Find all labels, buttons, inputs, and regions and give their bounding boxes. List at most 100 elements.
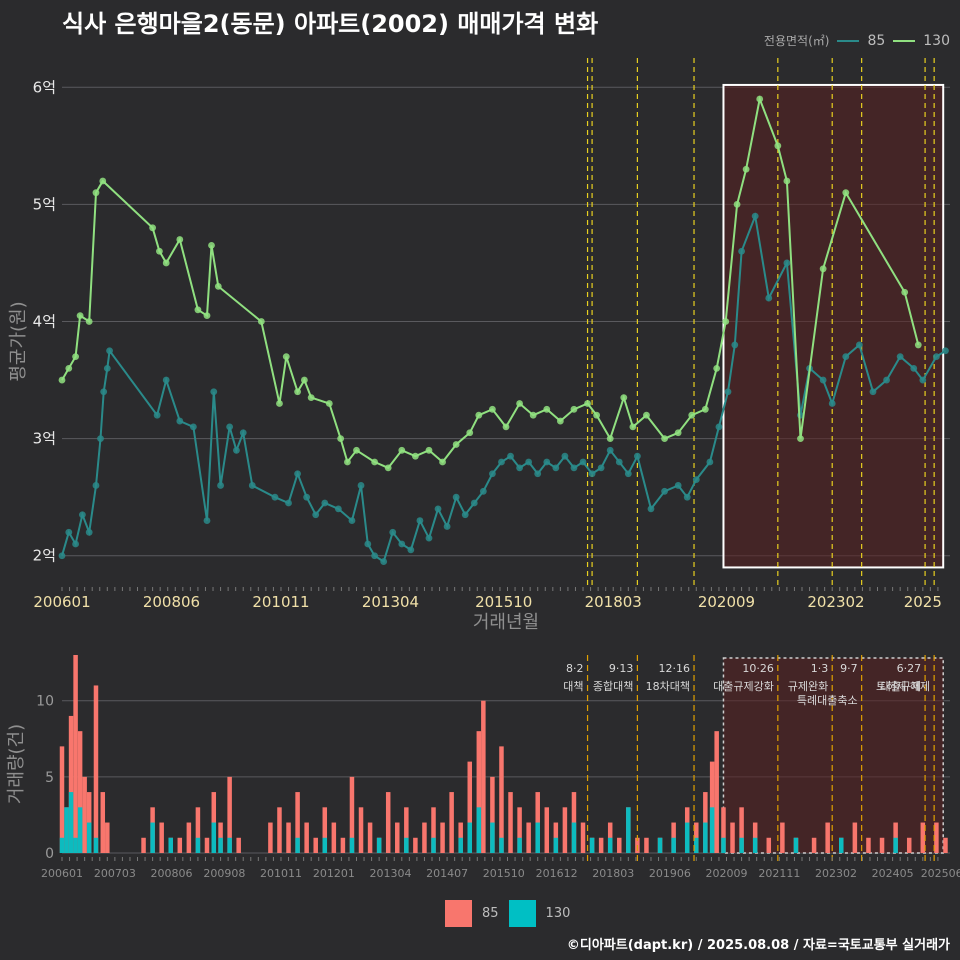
price-y-axis-title: 평균가(원): [8, 301, 29, 381]
legend-box-130: [508, 900, 536, 927]
volume-bar-85: [93, 685, 99, 853]
price-point-85: [647, 505, 655, 513]
price-point-130: [584, 400, 591, 407]
price-x-tick-label: 202302: [807, 593, 864, 611]
price-x-tick-label: 200601: [33, 593, 90, 611]
volume-bar-85: [739, 807, 744, 853]
price-point-85: [176, 417, 184, 425]
price-point-85: [552, 464, 560, 472]
volume-bar-85: [943, 837, 948, 853]
volume-bar-130: [893, 837, 898, 853]
price-point-130: [85, 318, 93, 325]
volume-bar-85: [105, 822, 110, 853]
volume-bar-85: [313, 837, 318, 853]
price-y-tick-label: 3억: [33, 430, 56, 448]
price-point-85: [285, 499, 292, 507]
price-point-85: [498, 458, 505, 466]
volume-bar-85: [906, 837, 912, 853]
volume-x-tick-label: 200908: [203, 867, 245, 880]
legend-label-130: 130: [923, 32, 950, 49]
price-point-130: [475, 411, 483, 419]
volume-bar-130: [211, 822, 217, 853]
price-point-130: [466, 429, 474, 437]
price-point-85: [85, 528, 93, 536]
price-point-85: [78, 511, 86, 519]
volume-bar-85: [367, 822, 373, 853]
volume-bar-85: [236, 837, 241, 853]
price-point-85: [715, 423, 723, 431]
price-point-130: [606, 435, 614, 443]
volume-y-tick-label: 0: [45, 846, 54, 862]
policy-name-label: 규제완화: [788, 680, 828, 693]
volume-bar-85: [721, 807, 726, 853]
price-point-130: [529, 411, 537, 419]
volume-x-tick-label: 202009: [705, 867, 747, 880]
price-point-85: [321, 499, 329, 507]
volume-bar-85: [852, 822, 858, 853]
price-point-85: [731, 341, 739, 349]
price-point-85: [706, 458, 714, 466]
volume-x-tick-label: 201510: [483, 867, 525, 880]
price-point-130: [819, 265, 827, 273]
volume-bar-130: [517, 837, 522, 853]
price-point-130: [439, 458, 446, 466]
price-point-130: [194, 306, 202, 314]
policy-date-label: 6·27: [897, 662, 922, 675]
volume-bar-85: [562, 807, 568, 853]
price-point-130: [300, 376, 308, 384]
price-point-85: [106, 347, 113, 355]
price-point-85: [883, 376, 890, 384]
price-point-130: [733, 200, 741, 208]
price-point-130: [489, 405, 496, 413]
price-point-85: [633, 452, 641, 460]
volume-bar-130: [349, 837, 355, 853]
volume-bar-85: [644, 837, 649, 853]
volume-bar-85: [544, 807, 550, 853]
volume-bar-130: [218, 837, 223, 853]
price-point-85: [606, 446, 614, 454]
price-point-85: [72, 540, 79, 548]
policy-date-label: 1·3: [811, 662, 829, 675]
price-point-85: [416, 517, 424, 524]
legend-swatch-130: [893, 39, 916, 42]
price-point-85: [425, 534, 433, 542]
volume-bar-130: [73, 837, 78, 853]
price-point-85: [579, 458, 587, 466]
legend-box-85: [445, 900, 472, 927]
volume-x-tick-label: 201803: [592, 867, 634, 880]
price-point-130: [742, 165, 750, 173]
volume-bar-130: [150, 822, 155, 853]
price-point-85: [724, 388, 732, 396]
price-point-85: [869, 388, 877, 396]
price-x-tick-label: 201011: [252, 593, 309, 611]
price-point-85: [942, 347, 949, 355]
volume-bar-130: [168, 837, 173, 853]
price-point-85: [407, 546, 415, 554]
legend-label-85: 85: [867, 32, 886, 49]
volume-bar-85: [617, 837, 622, 853]
price-point-85: [357, 482, 365, 489]
price-point-85: [239, 429, 247, 437]
legend-vol-label-130: 130: [545, 906, 571, 921]
volume-bar-130: [703, 822, 708, 853]
price-point-85: [233, 446, 240, 454]
price-point-85: [162, 376, 170, 384]
price-point-130: [294, 388, 301, 396]
price-point-85: [65, 528, 73, 536]
policy-name-label: 대출규제: [881, 680, 921, 693]
volume-bar-130: [626, 807, 631, 853]
policy-name-label: 대출규제강화: [713, 680, 774, 693]
price-point-85: [765, 294, 773, 302]
volume-bar-85: [295, 792, 300, 853]
volume-bar-130: [86, 822, 92, 853]
price-point-130: [570, 405, 578, 413]
volume-bar-85: [68, 715, 74, 853]
volume-bar-130: [721, 837, 726, 853]
volume-bar-130: [227, 837, 232, 853]
volume-bar-85: [177, 837, 183, 853]
volume-bar-85: [714, 731, 719, 853]
volume-bar-85: [449, 792, 454, 853]
price-x-tick-label: 201304: [362, 593, 419, 611]
price-point-130: [282, 353, 290, 361]
